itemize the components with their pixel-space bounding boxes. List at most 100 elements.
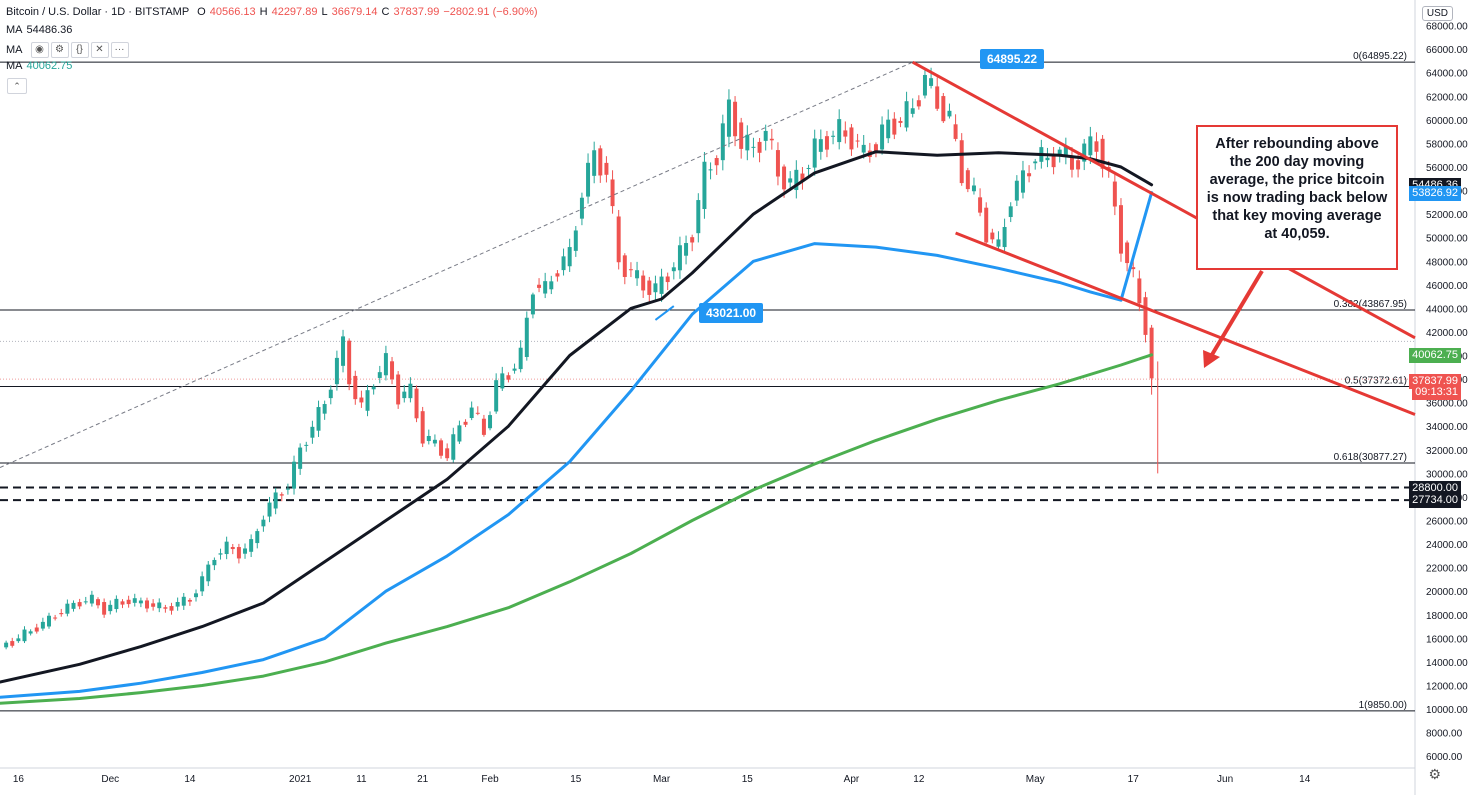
candle-body xyxy=(163,607,168,609)
candle-body xyxy=(953,124,958,139)
candle-body xyxy=(132,598,137,603)
candle-body xyxy=(1063,146,1068,157)
candle-body xyxy=(187,599,192,602)
candle-body xyxy=(653,283,658,293)
x-tick-label: 16 xyxy=(13,774,25,785)
candle-body xyxy=(916,100,921,107)
x-tick-label: 21 xyxy=(417,774,429,785)
close-icon[interactable]: ✕ xyxy=(90,42,109,58)
candle-body xyxy=(965,170,970,190)
ma-label: MA xyxy=(6,60,23,72)
chart-settings-icon[interactable]: ⚙ xyxy=(1428,766,1441,782)
candle-body xyxy=(243,548,248,554)
candle-body xyxy=(1045,157,1050,161)
ma-line-2 xyxy=(0,191,1154,699)
low-price-tag: 43021.00 xyxy=(699,303,764,323)
candle-body xyxy=(420,411,425,444)
collapse-legend-icon[interactable]: ⌃ xyxy=(7,78,27,94)
y-tick-label: 52000.00 xyxy=(1426,210,1468,221)
y-tick-label: 60000.00 xyxy=(1426,116,1468,127)
ma-legend-2[interactable]: MA ◉ ⚙ {} ✕ ··· xyxy=(6,42,129,58)
candle-body xyxy=(733,101,738,137)
fib-label: 0.5(37372.61) xyxy=(1345,376,1407,387)
candle-body xyxy=(1088,136,1093,156)
candle-body xyxy=(800,173,805,182)
candle-body xyxy=(696,200,701,234)
x-tick-label: Mar xyxy=(653,774,671,785)
candle-body xyxy=(1014,180,1019,201)
resistance-trendline xyxy=(911,60,1416,340)
y-tick-label: 58000.00 xyxy=(1426,139,1468,150)
ma-legend-1[interactable]: MA 54486.36 xyxy=(6,24,72,36)
time-axis[interactable]: 16 Dec 14 2021 11 21 Feb 15 Mar 15 Apr 12 May 17 Jun 14 xyxy=(13,774,1311,785)
fib-label: 0(64895.22) xyxy=(1353,51,1407,62)
candle-body xyxy=(757,141,762,153)
candle-body xyxy=(1069,156,1074,170)
ma-legend-3[interactable]: MA 40062.75 xyxy=(6,60,72,72)
candle-body xyxy=(641,275,646,291)
x-tick-label: 14 xyxy=(1299,774,1311,785)
candle-body xyxy=(543,281,548,294)
candle-body xyxy=(775,150,780,177)
candle-body xyxy=(861,144,866,153)
candle-body xyxy=(108,604,113,612)
candle-body xyxy=(347,340,352,385)
candle-body xyxy=(334,357,339,385)
candle-body xyxy=(561,256,566,271)
candle-body xyxy=(1125,242,1130,264)
candle-body xyxy=(929,78,934,86)
eye-icon[interactable]: ◉ xyxy=(30,42,49,58)
candle-body xyxy=(794,169,799,191)
y-tick-label: 26000.00 xyxy=(1426,517,1468,528)
candle-body xyxy=(978,197,983,213)
candle-body xyxy=(1131,267,1136,270)
candle-body xyxy=(665,276,670,283)
y-tick-label: 16000.00 xyxy=(1426,634,1468,645)
price-axis-label: 40062.75 xyxy=(1409,347,1461,363)
candle-body xyxy=(690,237,695,243)
high-price-tag: 64895.22 xyxy=(980,49,1045,69)
symbol-name[interactable]: Bitcoin / U.S. Dollar · 1D · BITSTAMP xyxy=(6,6,190,18)
y-tick-label: 62000.00 xyxy=(1426,92,1468,103)
candle-body xyxy=(941,96,946,122)
candle-body xyxy=(855,140,860,142)
currency-badge[interactable]: USD xyxy=(1421,6,1453,21)
candle-body xyxy=(610,179,615,207)
low-tag-pointer xyxy=(654,305,675,321)
ohlc-l-label: L xyxy=(321,6,328,18)
y-tick-label: 18000.00 xyxy=(1426,611,1468,622)
candle-body xyxy=(328,389,333,399)
candle-body xyxy=(647,280,652,295)
candle-body xyxy=(702,161,707,210)
y-tick-label: 68000.00 xyxy=(1426,22,1468,33)
y-tick-label: 20000.00 xyxy=(1426,587,1468,598)
fib-label: 0.618(30877.27) xyxy=(1334,452,1407,463)
y-tick-label: 42000.00 xyxy=(1426,328,1468,339)
candle-body xyxy=(843,130,848,137)
source-code-icon[interactable]: {} xyxy=(70,42,89,58)
candle-body xyxy=(635,270,640,279)
candle-body xyxy=(1008,206,1013,218)
ma-line-1 xyxy=(0,150,1154,684)
candle-body xyxy=(714,158,719,166)
candle-body xyxy=(524,317,529,358)
candle-body xyxy=(494,380,499,412)
candle-body xyxy=(579,197,584,219)
candle-body xyxy=(451,434,456,460)
candle-body xyxy=(549,281,554,290)
y-tick-label: 14000.00 xyxy=(1426,658,1468,669)
candle-body xyxy=(739,122,744,149)
candle-body xyxy=(304,444,309,446)
candle-body xyxy=(236,547,241,559)
candle-body xyxy=(83,601,88,603)
more-icon[interactable]: ··· xyxy=(110,42,129,58)
candle-body xyxy=(224,541,229,555)
ohlc-h-label: H xyxy=(259,6,268,18)
trendlines xyxy=(0,60,1416,468)
candle-body xyxy=(212,559,217,566)
candle-body xyxy=(279,494,284,496)
ma-controls: ◉ ⚙ {} ✕ ··· xyxy=(30,42,129,58)
settings-icon[interactable]: ⚙ xyxy=(50,42,69,58)
